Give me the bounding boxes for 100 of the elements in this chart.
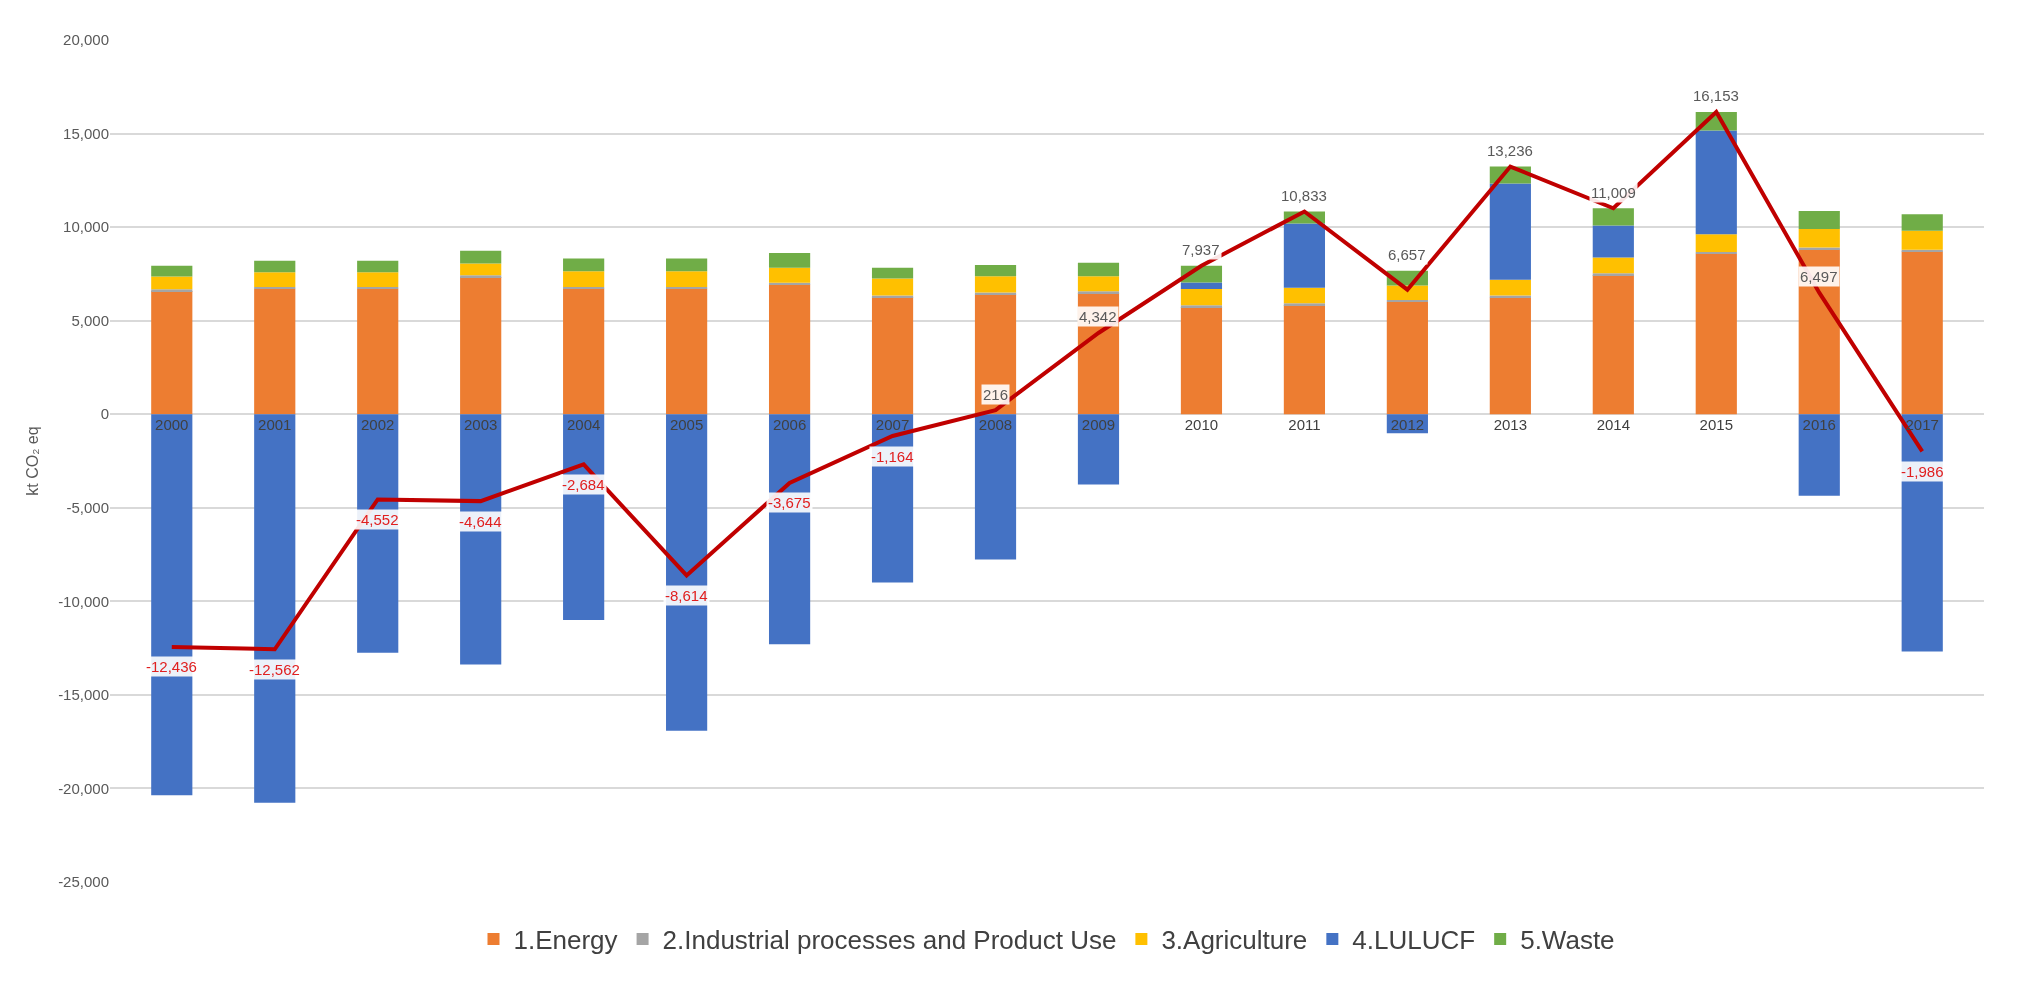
bar — [151, 276, 193, 290]
x-tick-label: 2015 — [1699, 416, 1733, 434]
bar — [1695, 130, 1737, 235]
bar — [768, 252, 811, 268]
bar — [871, 267, 914, 279]
x-tick-label: 2003 — [463, 416, 498, 434]
bar — [1489, 279, 1531, 296]
bar — [1592, 225, 1634, 258]
y-tick-label: -20,000 — [58, 779, 109, 797]
bar — [357, 272, 399, 287]
bar — [1592, 208, 1634, 226]
y-tick-label: 10,000 — [63, 218, 109, 236]
y-tick-label: -25,000 — [58, 873, 109, 891]
bar — [460, 275, 502, 278]
x-tick-label: 2010 — [1184, 416, 1219, 434]
bar — [666, 286, 708, 289]
x-tick-label: 2006 — [772, 416, 807, 434]
data-label: 16,153 — [1693, 87, 1739, 104]
bar — [357, 288, 399, 415]
y-tick-label: 5,000 — [71, 311, 109, 329]
data-label: -1,986 — [1901, 463, 1944, 480]
bar — [254, 260, 296, 273]
bar — [974, 414, 1017, 560]
x-tick-label: 2013 — [1493, 416, 1528, 434]
bar — [871, 295, 914, 298]
bar — [563, 288, 605, 415]
bar — [254, 272, 296, 287]
legend-label: 3.Agriculture — [1161, 925, 1308, 956]
y-tick-label: 15,000 — [63, 124, 109, 142]
bar — [1901, 251, 1943, 415]
bar — [1077, 414, 1120, 485]
data-label: 216 — [983, 386, 1009, 403]
legend-label: 1.Energy — [513, 925, 618, 956]
data-label: -2,684 — [562, 476, 605, 493]
y-tick-label: 0 — [100, 405, 109, 423]
data-label: 11,009 — [1591, 184, 1636, 201]
bar — [1386, 301, 1428, 415]
bar — [151, 289, 193, 292]
bar — [1489, 183, 1531, 280]
bar — [1592, 275, 1634, 415]
bar — [357, 286, 399, 289]
bar — [1489, 297, 1531, 415]
bar — [1592, 273, 1634, 276]
data-label: 4,342 — [1079, 308, 1117, 325]
x-tick-label: 2000 — [155, 416, 189, 434]
bar — [871, 297, 914, 415]
bar — [357, 260, 399, 273]
bar — [1798, 414, 1840, 496]
data-label: 7,937 — [1182, 241, 1220, 258]
x-tick-label: 2016 — [1802, 416, 1836, 434]
legend-label: 4.LULUCF — [1352, 925, 1476, 956]
y-tick-label: 20,000 — [63, 31, 109, 49]
bar — [563, 258, 605, 272]
data-label: -8,614 — [665, 587, 708, 604]
bar — [1901, 214, 1943, 231]
legend-label: 5.Waste — [1520, 925, 1615, 956]
y-tick-label: -10,000 — [58, 592, 109, 610]
bar — [666, 258, 708, 272]
bar — [1283, 305, 1326, 415]
bar — [1077, 262, 1120, 277]
y-tick-label: -5,000 — [66, 499, 109, 517]
bar — [1798, 211, 1840, 229]
bar — [1592, 257, 1634, 274]
data-label: 13,236 — [1487, 142, 1533, 159]
bar — [1180, 305, 1223, 308]
x-tick-label: 2011 — [1288, 416, 1321, 434]
x-tick-label: 2001 — [258, 416, 292, 434]
bar — [1180, 307, 1223, 415]
bar — [666, 271, 708, 287]
bar — [1695, 234, 1737, 252]
data-label: -4,552 — [356, 511, 399, 528]
data-label: -4,644 — [459, 513, 502, 530]
data-label: 6,497 — [1800, 268, 1838, 285]
x-tick-label: 2002 — [361, 416, 395, 434]
bar — [1077, 276, 1120, 292]
bar — [1283, 287, 1326, 304]
data-label: -12,436 — [146, 658, 197, 675]
data-label: -1,164 — [871, 448, 914, 465]
x-tick-label: 2009 — [1081, 416, 1116, 434]
x-tick-label: 2007 — [875, 416, 910, 434]
legend-label: 2.Industrial processes and Product Use — [662, 925, 1117, 956]
bar — [563, 286, 605, 289]
bar — [1283, 223, 1326, 288]
bar — [974, 276, 1017, 293]
bar — [974, 264, 1017, 277]
x-tick-label: 2017 — [1905, 416, 1939, 434]
bar — [1695, 253, 1737, 415]
bar — [254, 288, 296, 415]
bar — [1798, 228, 1840, 248]
x-tick-label: 2012 — [1390, 416, 1425, 434]
bar — [151, 291, 193, 415]
bar — [460, 250, 502, 264]
bar — [563, 271, 605, 287]
data-label: -12,562 — [249, 661, 300, 678]
bar — [151, 265, 193, 277]
x-tick-label: 2014 — [1596, 416, 1631, 434]
bar — [254, 286, 296, 289]
data-label: 10,833 — [1281, 187, 1327, 204]
bar — [460, 277, 502, 415]
bar — [1180, 289, 1223, 306]
